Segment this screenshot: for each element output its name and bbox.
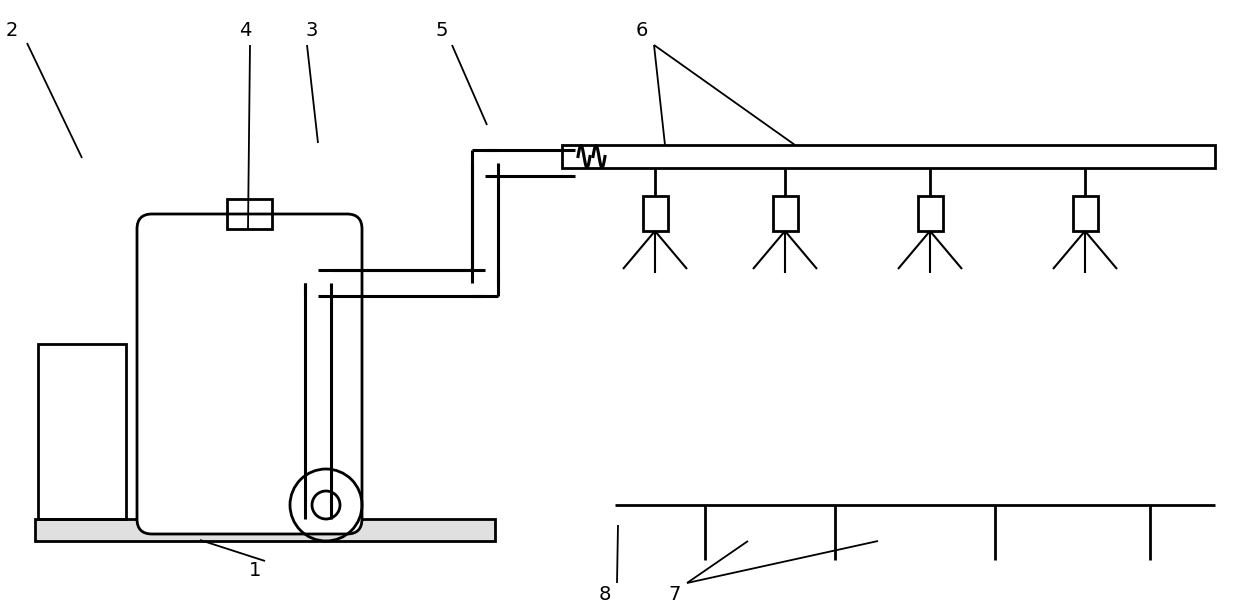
Text: 8: 8 — [598, 585, 611, 604]
Bar — [227, 199, 273, 229]
Text: 7: 7 — [669, 585, 681, 604]
Bar — [1073, 196, 1098, 231]
Text: 6: 6 — [636, 21, 648, 40]
Text: 5: 5 — [436, 21, 449, 40]
Bar — [35, 519, 496, 541]
Bar — [563, 145, 1215, 168]
Bar — [643, 196, 668, 231]
Text: 2: 2 — [6, 21, 19, 40]
Text: 3: 3 — [306, 21, 318, 40]
Bar — [918, 196, 943, 231]
Text: 4: 4 — [239, 21, 252, 40]
Bar — [772, 196, 798, 231]
Bar — [38, 344, 126, 519]
Text: 1: 1 — [249, 562, 261, 581]
FancyBboxPatch shape — [138, 214, 362, 534]
